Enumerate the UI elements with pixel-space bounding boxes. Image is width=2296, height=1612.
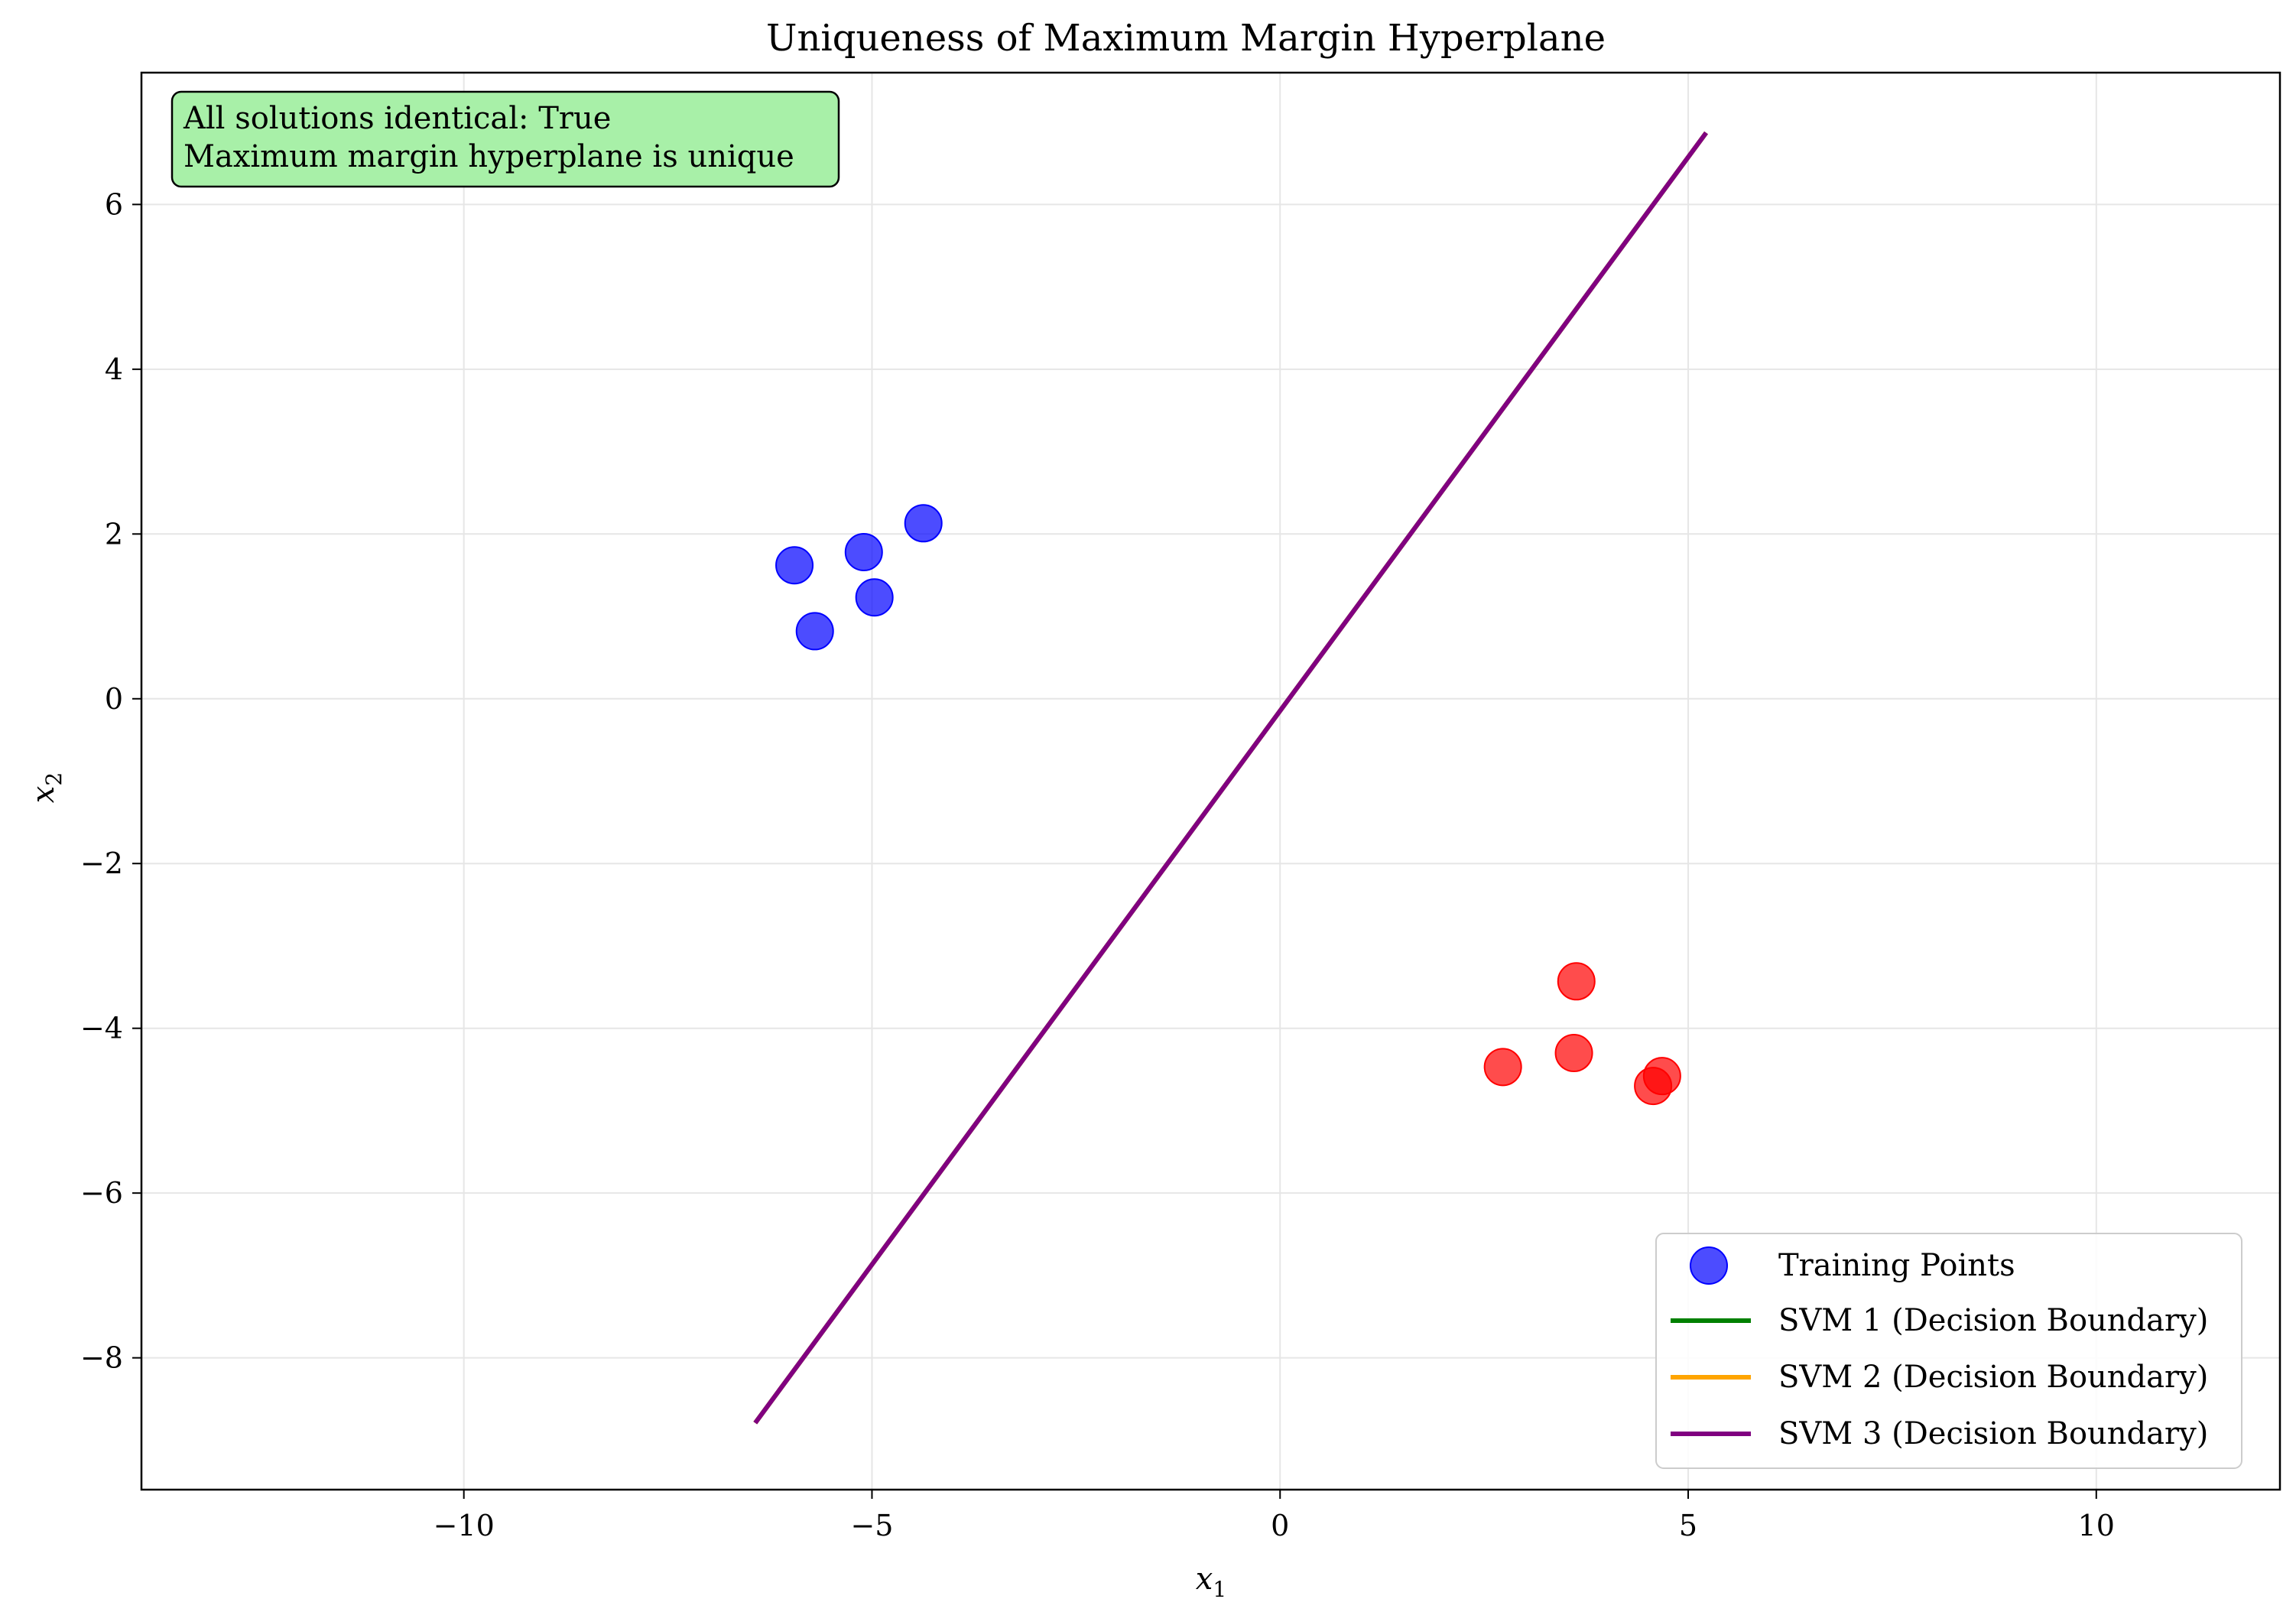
legend-frame <box>1655 1233 2242 1469</box>
y-tick-label: 6 <box>105 187 123 221</box>
x-tick-label: −10 <box>434 1509 495 1542</box>
y-tick-label: 2 <box>105 517 123 551</box>
training-point <box>855 578 894 617</box>
y-axis-label: x2 <box>26 772 67 803</box>
chart-title: Uniqueness of Maximum Margin Hyperplane <box>766 17 1606 60</box>
x-tick-label: 0 <box>1271 1509 1289 1542</box>
legend-label-svm-2: SVM 2 (Decision Boundary) <box>1778 1360 2208 1395</box>
annotation-box: All solutions identical: True Maximum ma… <box>170 90 840 188</box>
legend: Training Points SVM 1 (Decision Boundary… <box>1655 1233 2242 1469</box>
x-axis-label-main: x <box>1196 1562 1213 1597</box>
training-point <box>844 533 883 572</box>
x-axis: −10 −5 0 5 10 <box>434 1490 2115 1542</box>
legend-label-svm-3: SVM 3 (Decision Boundary) <box>1778 1416 2208 1451</box>
decision-boundaries <box>753 131 1708 1425</box>
x-tick-label: 5 <box>1679 1509 1697 1542</box>
training-point <box>904 504 943 543</box>
training-points <box>775 504 1681 1106</box>
training-point <box>795 612 834 651</box>
training-point <box>1634 1067 1673 1106</box>
y-tick-label: 0 <box>105 682 123 716</box>
y-tick-label: −4 <box>80 1012 123 1045</box>
y-tick-label: 4 <box>105 353 123 386</box>
training-point <box>775 546 814 585</box>
x-axis-label: x1 <box>1196 1562 1226 1602</box>
svm-3-decision-boundary <box>753 131 1708 1425</box>
training-point <box>1554 1034 1593 1073</box>
x-tick-label: 10 <box>2078 1509 2115 1542</box>
y-axis: −8 −6 −4 −2 0 2 4 6 <box>80 187 141 1375</box>
training-point <box>1557 962 1596 1001</box>
y-tick-label: −8 <box>80 1341 123 1375</box>
annotation-line-1: All solutions identical: True <box>183 101 611 136</box>
legend-label-training-points: Training Points <box>1778 1248 2015 1283</box>
y-axis-label-main: x <box>26 786 61 804</box>
y-tick-label: −6 <box>80 1176 123 1210</box>
grid <box>141 73 2280 1490</box>
x-tick-label: −5 <box>850 1509 893 1542</box>
legend-label-svm-1: SVM 1 (Decision Boundary) <box>1778 1303 2208 1338</box>
x-axis-label-subscript: 1 <box>1213 1577 1226 1602</box>
annotation-line-2: Maximum margin hyperplane is unique <box>183 139 794 174</box>
legend-marker-training-points <box>1690 1246 1728 1285</box>
y-tick-label: −2 <box>80 847 123 880</box>
annotation-background <box>170 90 840 188</box>
y-axis-label-subscript: 2 <box>41 772 67 786</box>
plot-frame <box>140 71 2281 1491</box>
training-point <box>1483 1048 1522 1087</box>
